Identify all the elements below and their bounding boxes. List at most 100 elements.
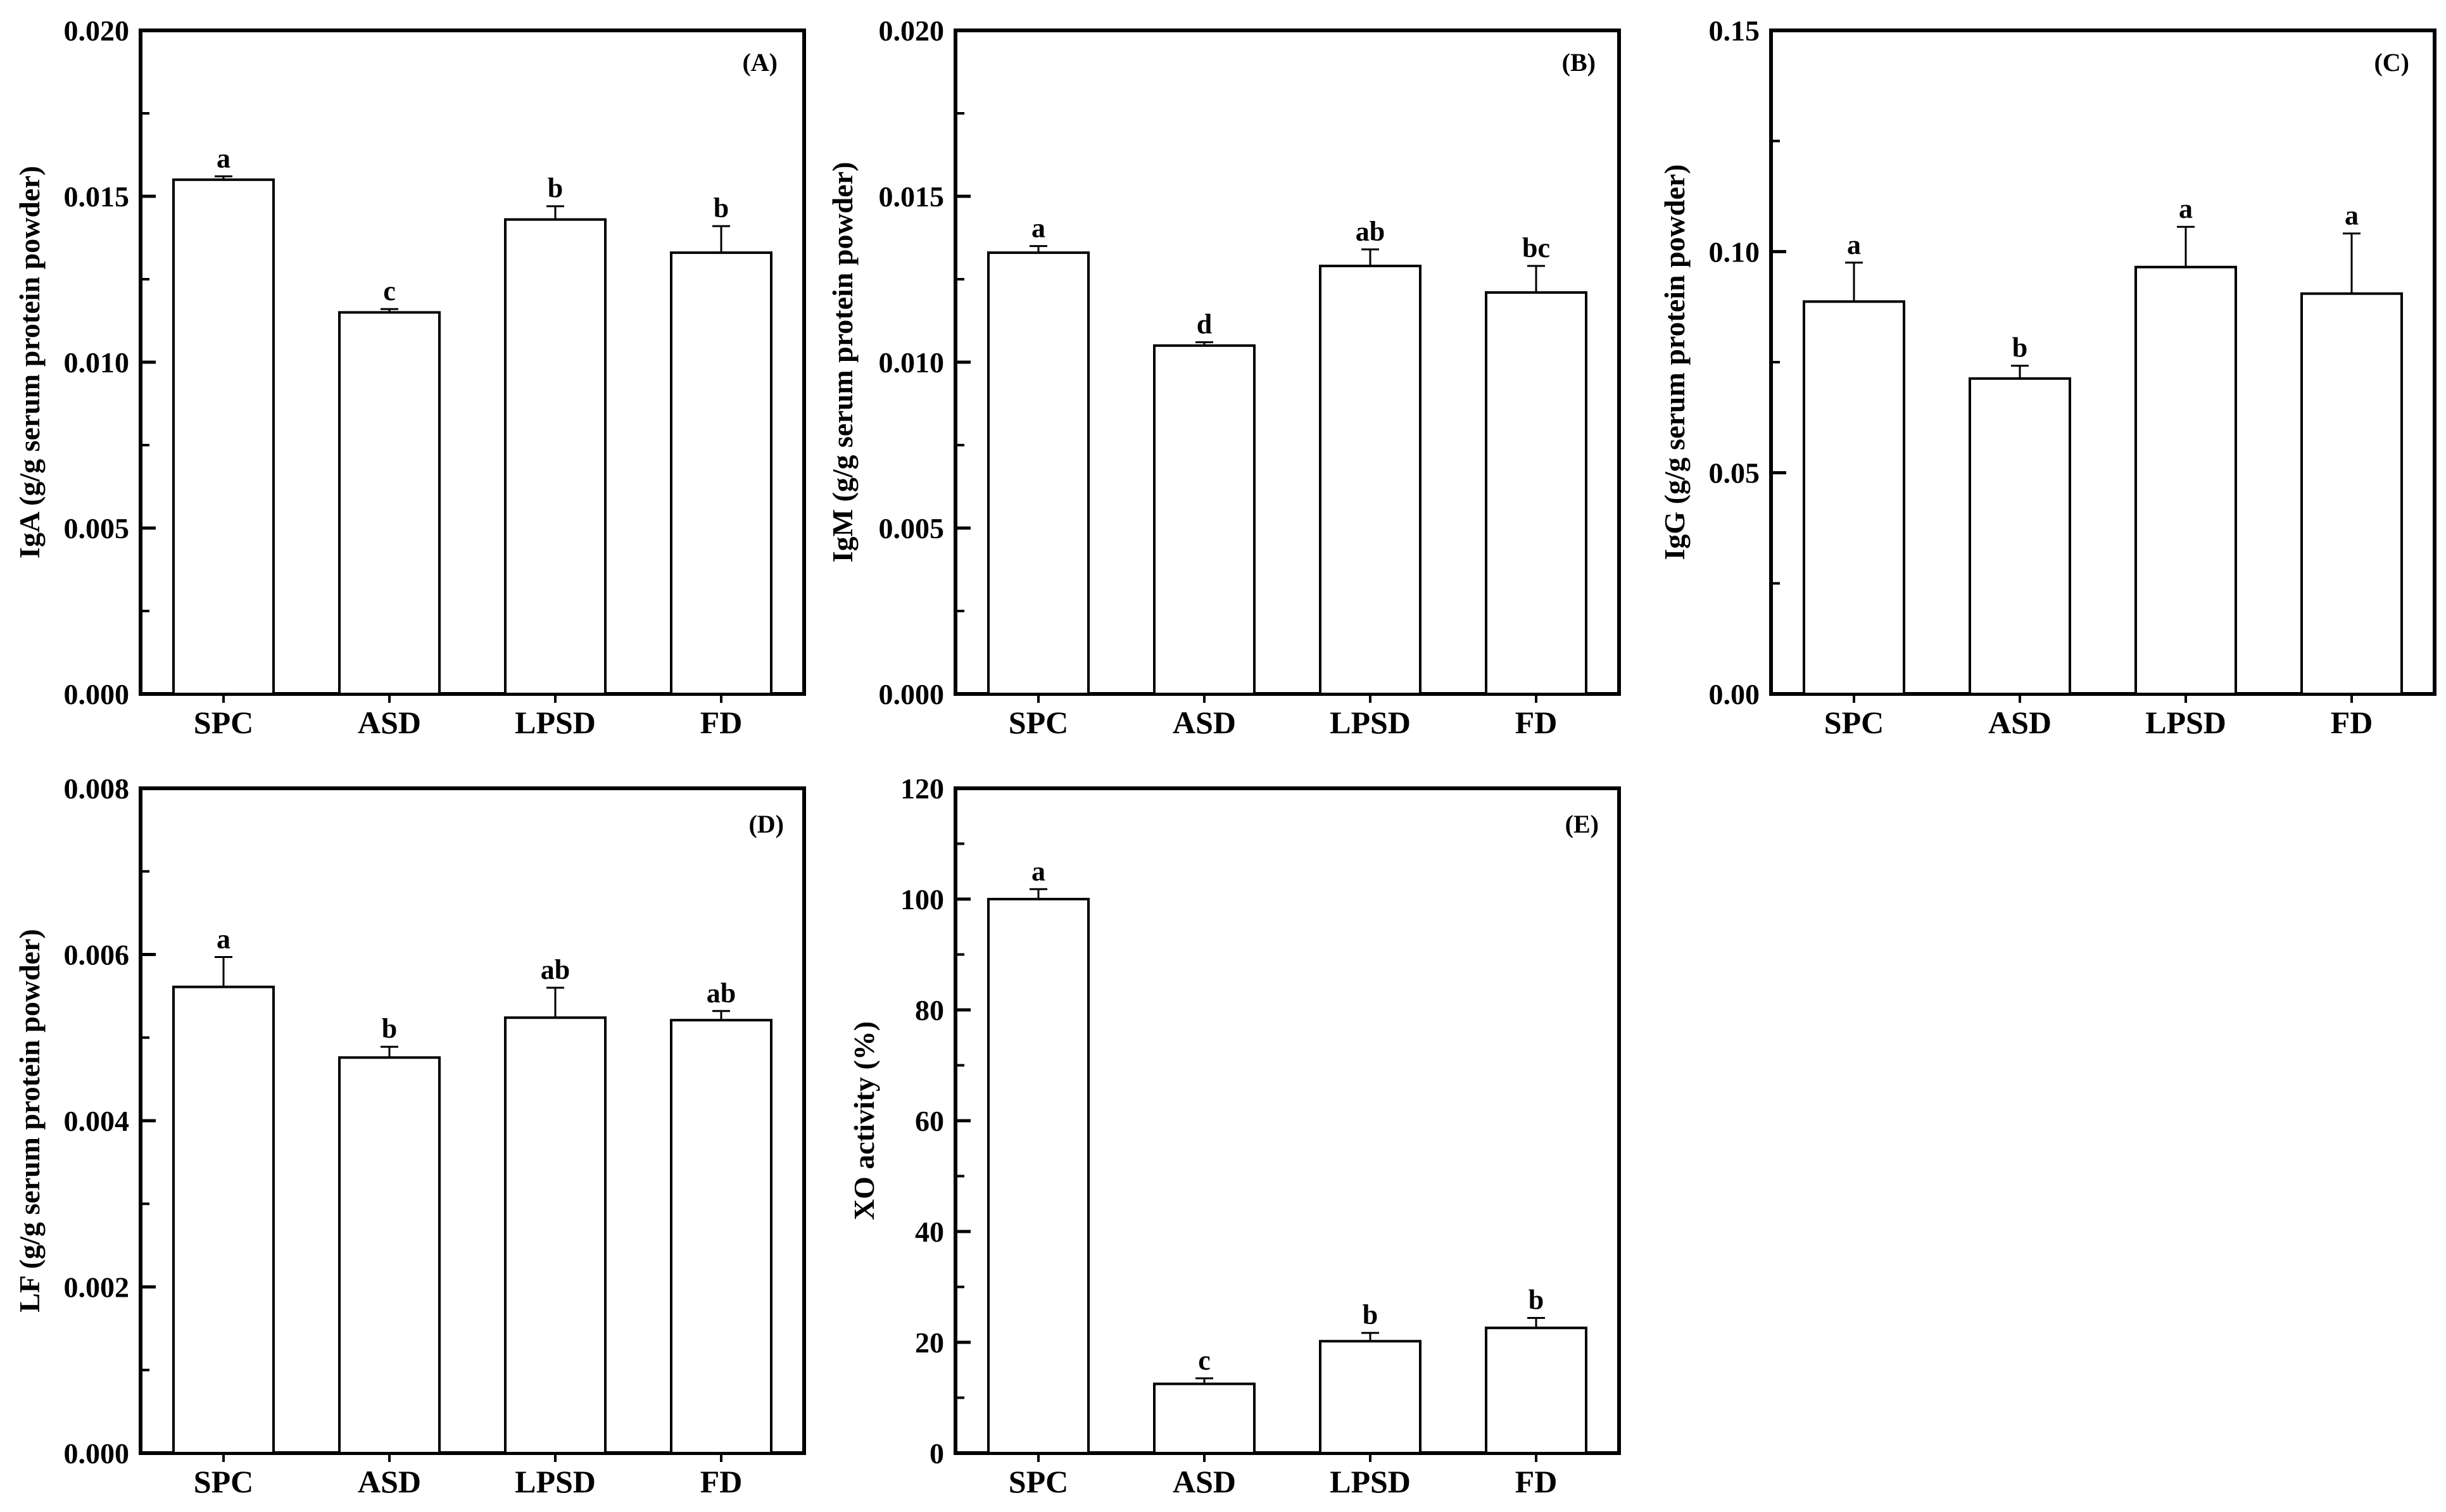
panel-c-bar-lpsd [2134,265,2237,695]
panel-b-category-label: SPC [1009,705,1068,740]
panel-c-bar-spc [1803,300,1905,695]
panel-a-ytick-label: 0.010 [64,346,130,379]
panel-a-ytick-label: 0.005 [64,512,130,545]
panel-a-category-label: LPSD [515,705,596,740]
panel-a-bar-spc [172,178,275,695]
panel-d-ytick-label: 0.000 [64,1437,130,1470]
panel-d-sig-label: ab [707,978,736,1009]
panel-c-ytick-label: 0.05 [1709,457,1760,489]
panel-d-sig-label: a [217,923,230,954]
panel-e-ytick-label: 120 [900,772,944,805]
panel-b-label: (B) [1562,48,1596,77]
panel-b-sig-label: a [1031,213,1045,244]
panel-e-ylabel: XO activity (%) [848,1021,880,1220]
panel-a-bar-fd [670,251,772,695]
panel-e-ytick-label: 60 [915,1105,944,1137]
panel-d-marks: 0.000 0.002 0.004 0.006 0.008 a SPC b ASD ab LPSD a… [64,772,772,1499]
panel-e-category-label: SPC [1009,1464,1068,1499]
panel-b-ytick-label: 0.015 [879,180,945,213]
panel-c-bar-asd [1969,377,2071,695]
panel-b-category-label: FD [1515,705,1558,740]
panel-d-label: (D) [748,810,784,838]
panel-b-bar-fd [1485,291,1587,695]
panel-e-ytick-label: 40 [915,1216,944,1248]
panel-e-category-label: FD [1515,1464,1558,1499]
panel-e-bar-spc [987,898,1090,1454]
panel-d-category-label: FD [700,1464,743,1499]
panel-a-sig-label: c [383,275,396,306]
panel-d-bar-asd [338,1056,441,1454]
panel-c-sig-label: b [2012,332,2027,363]
panel-a-sig-label: a [217,143,230,174]
panel-c-sig-label: a [2179,193,2193,224]
panel-b-sig-label: d [1197,309,1212,340]
panel-d-bar-fd [670,1019,772,1454]
panel-c-category-label: LPSD [2145,705,2226,740]
panel-b-ytick-label: 0.010 [879,346,945,379]
panel-b: 0.000 0.005 0.010 0.015 0.020 a SPC d ASD ab LPSD b… [826,15,1621,740]
panel-b-ytick-label: 0.005 [879,512,945,545]
panel-e-marks: 0 20 40 60 80 100 120 a SPC c ASD b LPSD b FD [900,772,1587,1499]
panel-b-category-label: ASD [1173,705,1236,740]
panel-a-sig-label: b [714,192,729,224]
panel-e-sig-label: a [1031,855,1045,886]
panel-b-ytick-label: 0.020 [879,15,945,47]
panel-e-sig-label: b [1363,1299,1378,1330]
panel-b-category-label: LPSD [1330,705,1411,740]
panel-b-sig-label: bc [1522,232,1550,263]
panel-c-ytick-label: 0.00 [1709,678,1760,710]
panel-b-sig-label: ab [1356,216,1385,247]
panel-c-marks: 0.00 0.05 0.10 0.15 a SPC b ASD a LPSD a FD [1709,15,2403,740]
panel-d-bar-lpsd [504,1016,607,1454]
panel-c-category-label: SPC [1824,705,1884,740]
panel-b-bar-spc [987,251,1090,695]
panel-d-ytick-label: 0.002 [64,1271,130,1304]
panel-d-sig-label: ab [541,954,570,985]
panel-e-bar-lpsd [1319,1340,1422,1454]
panel-c-category-label: FD [2331,705,2373,740]
panel-d-ytick-label: 0.006 [64,939,130,971]
panel-a-category-label: ASD [358,705,421,740]
panel-d-ytick-label: 0.004 [64,1105,130,1137]
panel-a-ylabel: IgA (g/g serum protein powder) [13,166,46,558]
panel-e-label: (E) [1565,810,1599,838]
panel-b-marks: 0.000 0.005 0.010 0.015 0.020 a SPC d ASD ab LPSD b… [879,15,1587,740]
panel-e-ytick-label: 80 [915,994,944,1026]
panel-c-ytick-label: 0.15 [1709,15,1760,47]
panel-e-sig-label: b [1529,1285,1544,1316]
panel-a-category-label: FD [700,705,743,740]
panel-e-category-label: ASD [1173,1464,1236,1499]
panel-a-bar-lpsd [504,218,607,695]
panel-e-sig-label: c [1198,1345,1211,1376]
panel-e-ytick-label: 20 [915,1326,944,1359]
panel-b-bar-asd [1153,344,1256,695]
panel-e-bar-asd [1153,1382,1256,1454]
panel-b-bar-lpsd [1319,265,1422,696]
panel-c-ytick-label: 0.10 [1709,236,1760,268]
panel-a-category-label: SPC [194,705,253,740]
panel-e-category-label: LPSD [1330,1464,1411,1499]
panel-c: 0.00 0.05 0.10 0.15 a SPC b ASD a LPSD a FD (C) IgG… [1658,15,2437,740]
panel-a-ytick-label: 0.000 [64,678,130,710]
panel-a-ytick-label: 0.020 [64,15,130,47]
panel-c-label: (C) [2374,48,2409,77]
panel-a-ytick-label: 0.015 [64,180,130,213]
panel-a-bar-asd [338,311,441,695]
panel-d-bar-spc [172,985,275,1454]
panel-b-ylabel: IgM (g/g serum protein powder) [826,162,859,563]
panel-e-bar-fd [1485,1326,1587,1454]
panel-a-label: (A) [742,48,778,77]
panel-a: 0.000 0.005 0.010 0.015 0.020 a SPC c ASD b LPSD b F… [13,15,806,740]
panel-c-bar-fd [2300,292,2403,695]
panel-a-sig-label: b [548,173,563,204]
panel-d-category-label: SPC [194,1464,253,1499]
panel-c-sig-label: a [1847,229,1861,260]
panel-d: 0.000 0.002 0.004 0.006 0.008 a SPC b ASD ab LPSD a… [13,772,806,1499]
panel-e-ytick-label: 100 [900,883,944,916]
panel-d-sig-label: b [382,1013,397,1044]
panel-e: 0 20 40 60 80 100 120 a SPC c ASD b LPSD b FD (E) XO a… [848,772,1621,1499]
panel-d-category-label: LPSD [515,1464,596,1499]
panel-c-ylabel: IgG (g/g serum protein powder) [1658,164,1691,560]
panel-b-ytick-label: 0.000 [879,678,945,710]
